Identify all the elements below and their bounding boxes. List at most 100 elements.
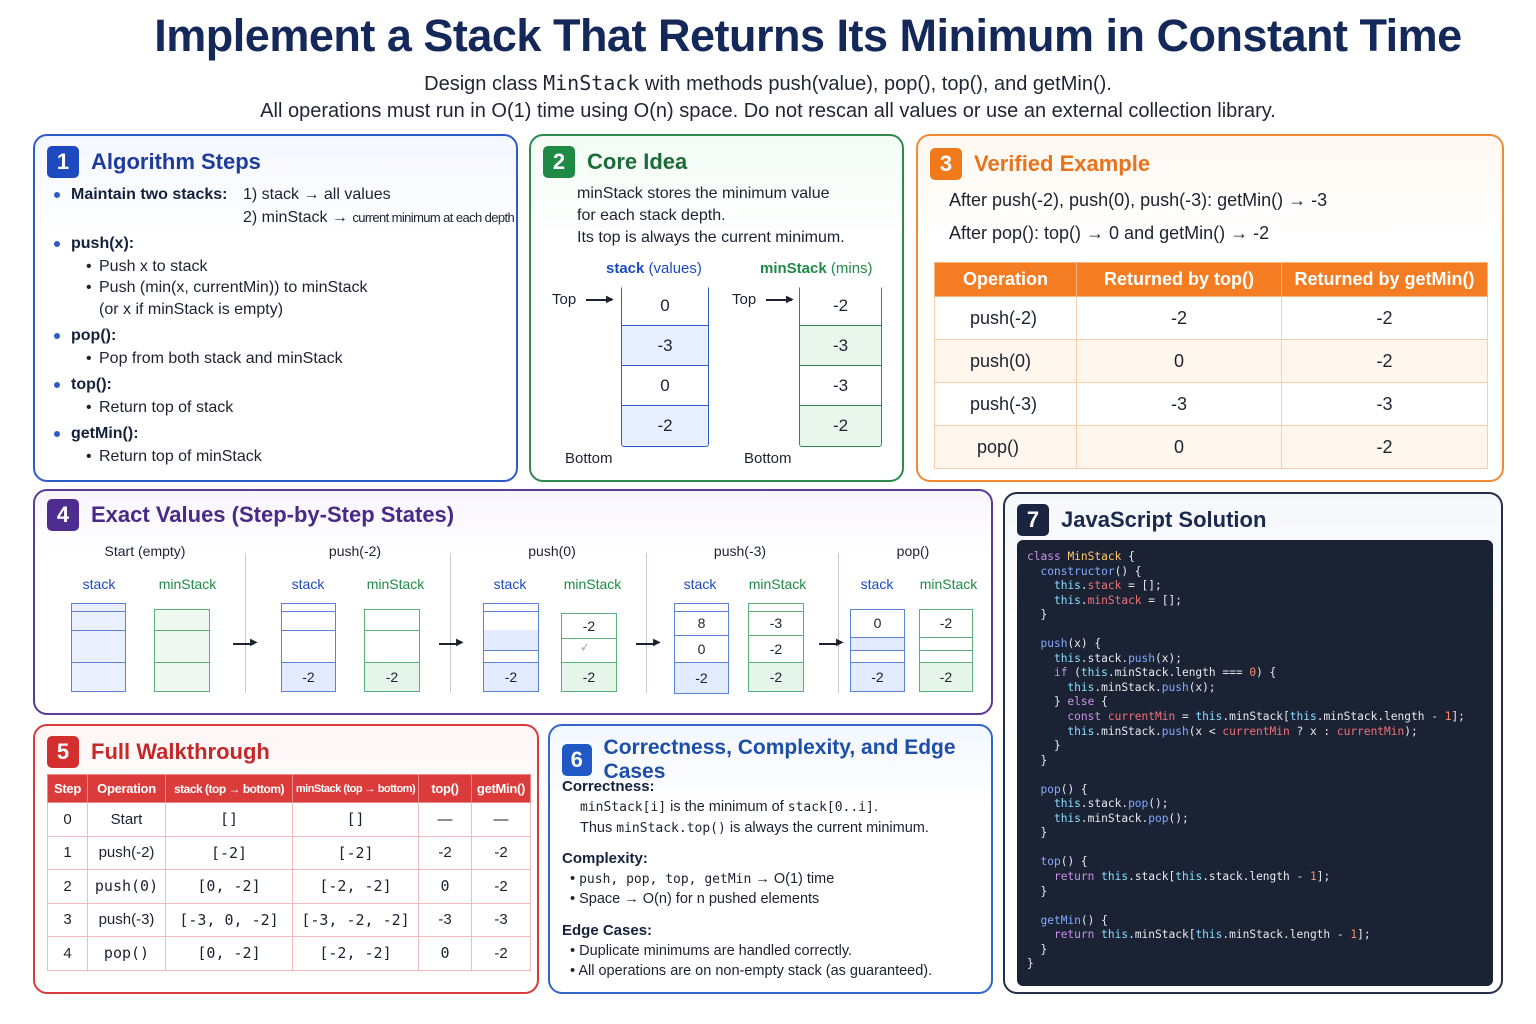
minstack-label: minStack <box>919 576 978 592</box>
table-row: push(0) 0 -2 <box>934 339 1488 383</box>
panel-header: 2 Core Idea <box>543 146 687 178</box>
stack-value: -2 <box>675 663 728 693</box>
cell-line <box>850 650 905 651</box>
table-cell: Start <box>87 802 166 837</box>
divider <box>450 553 451 693</box>
panel-title: Core Idea <box>587 149 688 174</box>
arrow-head-icon: ▶ <box>653 637 661 648</box>
minstack-heading-sub: (mins) <box>830 260 873 277</box>
faded-cell <box>484 630 538 650</box>
table-cell: 0 <box>418 869 472 904</box>
text: is the minimum of <box>666 799 788 815</box>
correctness-panel: 6 Correctness, Complexity, and Edge Cases… <box>548 724 993 994</box>
column-header: minStack (top → bottom) <box>292 774 419 803</box>
minstack-value: -2 <box>562 663 616 691</box>
panel-title: JavaScript Solution <box>1061 507 1267 532</box>
stack-cell: 0 <box>622 366 708 406</box>
cell-line <box>281 630 336 631</box>
stack-label: stack <box>860 576 894 592</box>
example-table: Operation Returned by top() Returned by … <box>934 262 1488 469</box>
column-header: Returned by getMin() <box>1281 262 1488 297</box>
table-cell: -3 <box>418 902 472 937</box>
table-row: push(-2) -2 -2 <box>934 296 1488 340</box>
page-title: Implement a Stack That Returns Its Minim… <box>154 10 1462 61</box>
core-idea-line-2: for each stack depth. <box>577 207 726 224</box>
empty-minstack <box>154 609 210 692</box>
cell-line <box>71 611 126 612</box>
divider <box>838 553 839 693</box>
step-label: push(-2) <box>328 543 382 559</box>
panel-header: 3 Verified Example <box>930 148 1150 180</box>
stack-value: 0 <box>697 640 706 657</box>
arrow-head-icon: ▶ <box>250 637 258 648</box>
table-cell: — <box>471 802 531 837</box>
panel-title: Correctness, Complexity, and Edge Cases <box>603 736 956 783</box>
table-cell: 2 <box>47 869 88 904</box>
table-cell: pop() <box>934 425 1077 469</box>
cell-line <box>71 662 126 663</box>
text: is always the current minimum. <box>725 820 929 836</box>
cell-line <box>483 662 539 663</box>
panel-number-badge: 7 <box>1017 504 1049 536</box>
panel-number-badge: 6 <box>562 744 592 776</box>
panel-header: 6 Correctness, Complexity, and Edge Cases <box>562 736 991 784</box>
stack-heading-sub: (values) <box>648 260 702 277</box>
text: . <box>873 799 878 815</box>
minstack-value: -2 <box>365 663 419 691</box>
cell-line <box>281 662 336 663</box>
bullet-maintain: Maintain two stacks: <box>53 186 228 203</box>
table-row: pop() 0 -2 <box>934 425 1488 469</box>
cell-line <box>483 650 539 651</box>
javascript-solution-panel: 7 JavaScript Solution class MinStack { co… <box>1003 492 1503 994</box>
table-cell: -2 <box>471 835 531 870</box>
table-row: 3 push(-3) [-3, 0, -2] [-3, -2, -2] -3 -3 <box>47 902 531 937</box>
stack-label: stack <box>82 576 116 592</box>
panel-number-badge: 4 <box>47 499 79 531</box>
cell-line <box>71 630 126 631</box>
table-cell: [0, -2] <box>165 869 293 904</box>
table-cell: -2 <box>1281 425 1488 469</box>
minstack-value: -2 <box>769 640 783 657</box>
cell-line <box>154 662 210 663</box>
table-cell: [-2, -2] <box>292 869 419 904</box>
cell-line <box>919 662 973 663</box>
panel-title: Algorithm Steps <box>91 149 261 174</box>
minstack-value: -3 <box>769 615 783 631</box>
stack-cell: 0 <box>622 286 708 326</box>
cell-line <box>748 611 804 612</box>
arrow-head-icon: ▶ <box>606 294 614 305</box>
column-header: Step <box>47 774 88 803</box>
minstack-value: -2 <box>582 618 596 634</box>
text: Duplicate minimums are handled correctly… <box>579 943 853 959</box>
subtitle-text: Design class <box>424 73 544 95</box>
step-label: Start (empty) <box>104 543 186 559</box>
table-cell: 0 <box>47 802 88 837</box>
cell-line <box>919 650 973 651</box>
table-row: 2 push(0) [0, -2] [-2, -2] 0 -2 <box>47 869 531 904</box>
getmin-step-1: Return top of minStack <box>86 448 262 466</box>
subtitle-line-2: All operations must run in O(1) time usi… <box>260 100 1276 122</box>
core-idea-line-1: minStack stores the minimum value <box>577 185 830 202</box>
minstack-value: -2 <box>749 663 803 691</box>
minstack-heading: minStack (mins) <box>760 260 873 277</box>
minstack-bottom-label: Bottom <box>744 450 792 467</box>
step-label: push(-3) <box>713 543 767 559</box>
arrow-line <box>636 643 656 645</box>
table-cell: push(0) <box>934 339 1077 383</box>
step-label: push(0) <box>528 543 576 559</box>
subtitle-text: with methods push(value), pop(), top(), … <box>639 73 1112 95</box>
stack-value: -2 <box>282 663 335 691</box>
table-cell: 4 <box>47 936 88 971</box>
edge-case-2: • All operations are on non-empty stack … <box>570 963 933 979</box>
minstack-cell: -3 <box>800 326 881 366</box>
panel-number-badge: 5 <box>47 736 79 768</box>
code-text: minStack.top() <box>616 821 726 836</box>
column-header: stack (top → bottom) <box>165 774 293 803</box>
example-line-1: After push(-2), push(0), push(-3): getMi… <box>949 190 1328 210</box>
minstack-heading-name: minStack <box>760 260 827 277</box>
panel-title: Verified Example <box>974 151 1151 176</box>
table-cell: -3 <box>1281 382 1488 426</box>
table-cell: push(-2) <box>87 835 166 870</box>
table-cell: [] <box>292 802 419 837</box>
complexity-line-1: • push, pop, top, getMin → O(1) time <box>570 871 835 887</box>
